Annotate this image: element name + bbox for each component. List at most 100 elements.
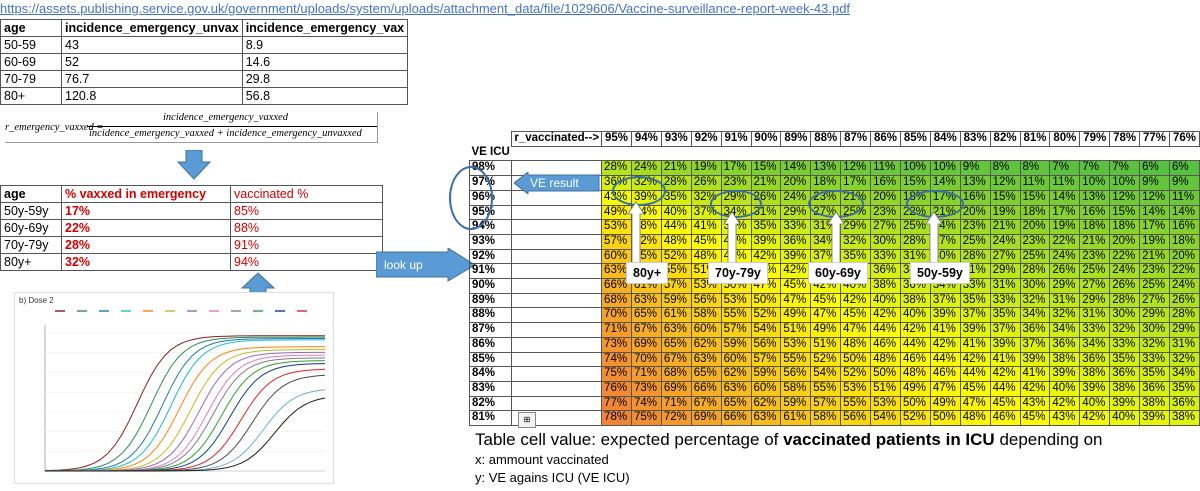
ve-value-cell: 20% (1109, 233, 1141, 250)
chart-series-line (45, 349, 325, 472)
ve-value-cell: 76% (601, 380, 632, 397)
ve-value-cell: 35% (1109, 351, 1141, 368)
ve-value-cell: 35% (1168, 380, 1200, 397)
ve-value-cell: 40% (1049, 380, 1081, 397)
ve-column-header: 88% (810, 131, 842, 147)
caption-line-1: Table cell value: expected percentage of… (475, 430, 1103, 450)
ve-blank-cell (511, 366, 603, 382)
ve-blank-cell (511, 219, 603, 235)
ve-value-cell: 37% (989, 322, 1021, 338)
ve-value-cell: 63% (750, 410, 782, 427)
table-cell: 94% (230, 253, 383, 271)
ve-value-cell: 32% (840, 233, 872, 250)
ve-value-cell: 10% (1079, 175, 1111, 191)
formula-fraction-bar (87, 126, 377, 127)
caption-prefix: Table cell value: expected percentage of (475, 430, 784, 449)
table-cell: 76.7 (61, 70, 243, 88)
ve-value-cell: 39% (929, 307, 961, 324)
ve-value-cell: 10% (899, 160, 931, 177)
ve-value-cell: 6% (1168, 160, 1200, 177)
ve-value-cell: 39% (1139, 410, 1170, 427)
ve-value-cell: 57% (660, 278, 692, 294)
ve-value-cell: 31% (1049, 292, 1081, 309)
ve-value-cell: 32% (1049, 307, 1081, 324)
ve-value-cell: 31% (1079, 307, 1111, 324)
ve-value-cell: 23% (720, 175, 752, 191)
ve-value-cell: 13% (959, 175, 991, 191)
ve-column-header: 95% (601, 131, 632, 147)
ve-column-header: 90% (750, 131, 782, 147)
ve-value-cell: 65% (630, 307, 662, 324)
ve-value-cell: 46% (899, 351, 931, 368)
percent-header-age: age (0, 185, 62, 203)
ve-value-cell: 35% (989, 307, 1021, 324)
ve-value-cell: 38% (1109, 380, 1141, 397)
ve-blank-cell (511, 380, 603, 397)
ve-value-cell: 36% (1139, 380, 1170, 397)
ve-value-cell: 39% (989, 336, 1021, 353)
ve-blank-cell (511, 278, 603, 294)
ve-value-cell: 68% (601, 292, 632, 309)
ve-value-cell: 66% (601, 278, 632, 294)
ve-value-cell: 15% (750, 160, 782, 177)
ve-value-cell: 42% (959, 351, 991, 368)
ve-value-cell: 21% (660, 160, 692, 177)
ve-row-label: 82% (468, 395, 513, 412)
ve-value-cell: 65% (720, 395, 752, 412)
ve-column-header: 77% (1139, 131, 1170, 147)
ve-value-cell: 54% (870, 410, 901, 427)
ve-value-cell: 51% (810, 336, 842, 353)
ve-value-cell: 7% (1079, 160, 1111, 177)
ve-column-header: 93% (660, 131, 692, 147)
formula-denominator: incidence_emergency_vaxxed + incidence_e… (89, 128, 362, 139)
ve-value-cell: 49% (601, 204, 632, 221)
ve-value-cell: 39% (780, 248, 812, 265)
ve-value-cell: 47% (810, 307, 842, 324)
ve-row-header: VE ICU (471, 146, 510, 159)
ve-blank-cell (511, 204, 603, 221)
ve-row-label: 91% (468, 263, 513, 280)
ve-value-cell: 28% (1109, 292, 1141, 309)
ve-value-cell: 13% (810, 160, 842, 177)
ve-value-cell: 28% (601, 160, 632, 177)
table-cell: 43 (61, 36, 243, 54)
ve-value-cell: 44% (989, 380, 1021, 397)
ve-value-cell: 60% (750, 380, 782, 397)
look-up-label: look up (384, 258, 423, 272)
overlay-label-50-59: 50y-59y (910, 262, 970, 284)
paste-options-icon[interactable]: ⊞ (518, 412, 536, 428)
ve-value-cell: 32% (1168, 351, 1200, 368)
ve-blank-cell (511, 263, 603, 280)
ve-value-cell: 55% (810, 380, 842, 397)
ve-value-cell: 59% (780, 395, 812, 412)
ve-value-cell: 38% (1168, 410, 1200, 427)
ve-value-cell: 32% (1139, 336, 1170, 353)
ve-value-cell: 71% (660, 395, 692, 412)
ve-value-cell: 30% (1019, 278, 1051, 294)
ve-value-cell: 31% (1168, 336, 1200, 353)
ve-value-cell: 48% (840, 336, 872, 353)
ve-row-label: 83% (468, 380, 513, 397)
ve-value-cell: 37% (929, 292, 961, 309)
ve-value-cell: 47% (929, 380, 961, 397)
ve-value-cell: 44% (929, 351, 961, 368)
ve-row-label: 92% (468, 248, 513, 265)
table-cell: 28% (61, 236, 231, 254)
ve-value-cell: 47% (959, 395, 991, 412)
label-arrows-icon (627, 201, 943, 265)
ve-blank-cell (511, 395, 603, 412)
ve-value-cell: 62% (690, 336, 722, 353)
ve-value-cell: 14% (780, 160, 812, 177)
ve-value-cell: 53% (720, 292, 752, 309)
ve-value-cell: 45% (690, 233, 722, 250)
ve-value-cell: 56% (690, 292, 722, 309)
source-url[interactable]: https://assets.publishing.service.gov.uk… (0, 1, 851, 16)
ve-value-cell: 45% (989, 395, 1021, 412)
ve-value-cell: 26% (1049, 263, 1081, 280)
table-row: 98% 28% 24% 21% 19% 17% 15% 14% 13% 12% 11% 10% 10% 9… (468, 160, 1200, 177)
table-cell: 56.8 (241, 87, 409, 105)
ve-value-cell: 26% (690, 175, 722, 191)
ve-blank-cell (511, 248, 603, 265)
ve-value-cell: 21% (989, 219, 1021, 235)
incidence-table: age incidence_emergency_unvax incidence_… (0, 19, 409, 105)
